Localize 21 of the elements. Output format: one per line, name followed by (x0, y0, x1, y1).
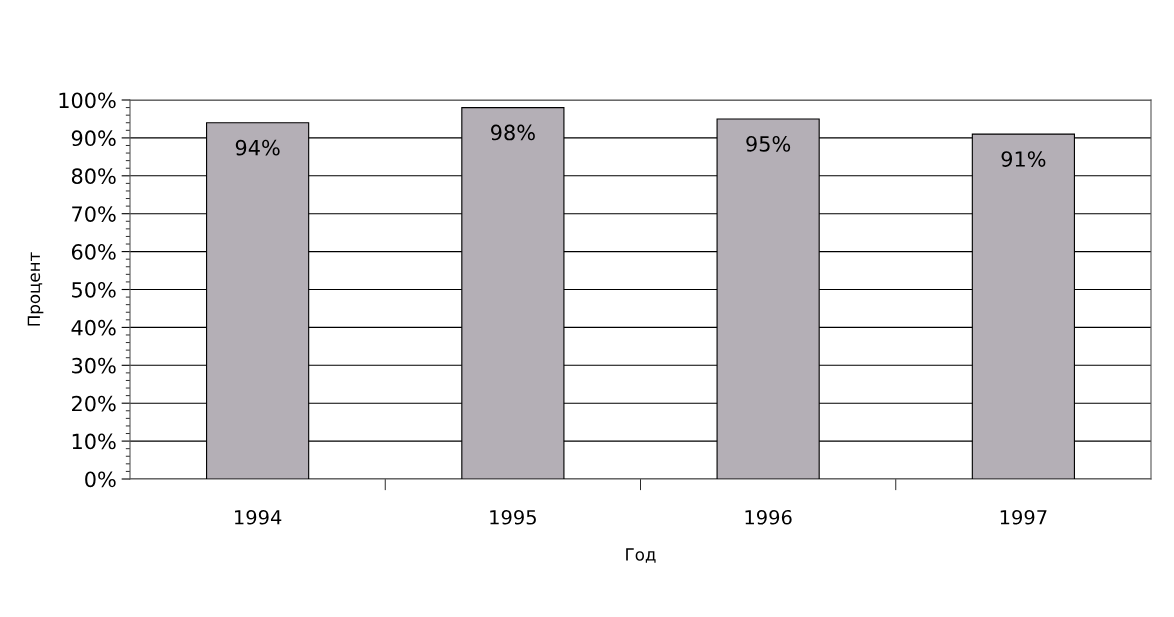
x-tick-label: 1994 (235, 509, 282, 525)
x-tick-label: 1997 (1000, 509, 1047, 525)
y-tick-label: 50% (72, 281, 116, 298)
y-tick-label: 80% (71, 168, 116, 185)
y-tick-label: 90% (71, 130, 116, 147)
data-label: 94% (235, 139, 280, 156)
data-label: 98% (491, 124, 535, 141)
data-label: 91% (1001, 151, 1046, 167)
x-tick-label: 1995 (490, 509, 536, 525)
y-tick-label: 70% (72, 206, 116, 222)
y-tick-label: 10% (72, 433, 116, 450)
y-tick-label: 30% (72, 357, 116, 374)
data-label: 95% (746, 135, 791, 152)
y-tick-label: 60% (71, 244, 116, 260)
y-axis-title: Процент (27, 252, 44, 326)
y-tick-label: 20% (72, 395, 116, 412)
y-tick-label: 100% (59, 92, 116, 109)
y-tick-label: 40% (71, 319, 116, 336)
x-tick-label: 1996 (745, 509, 792, 525)
y-tick-label: 0% (85, 471, 116, 488)
x-axis-title: Год (626, 548, 656, 563)
